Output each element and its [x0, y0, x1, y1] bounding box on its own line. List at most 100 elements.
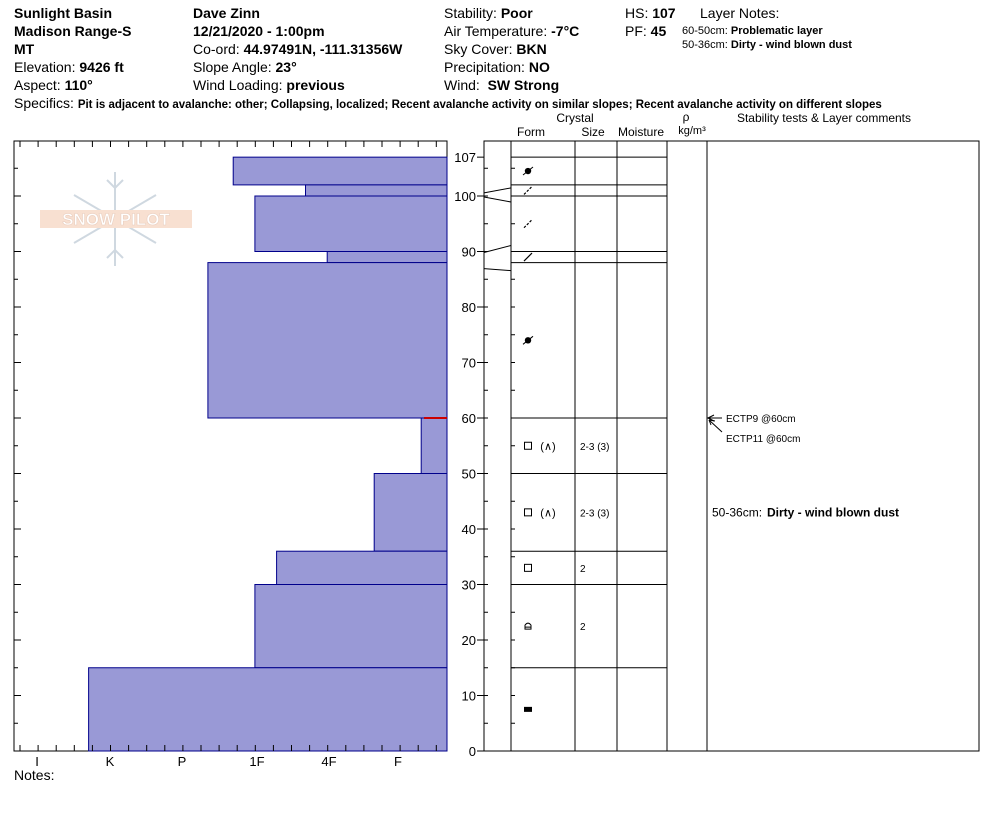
layer-comment-range: 50-36cm: — [712, 505, 762, 519]
decomposing-grain-icon — [523, 252, 533, 262]
faceted-grain-icon — [524, 563, 532, 572]
aspect-value: 110° — [64, 77, 93, 93]
stability-test-label: ECTP11 @60cm — [726, 434, 800, 445]
hardness-tick-label: 1F — [249, 754, 264, 769]
elevation-value: 9426 ft — [79, 59, 124, 75]
density-unit: kg/m³ — [678, 125, 706, 137]
aspect-label: Aspect: — [14, 77, 61, 93]
hardness-bar — [276, 550, 448, 586]
decomposing-grain-icon — [523, 186, 533, 195]
crystal-size: 2-3 (3) — [580, 442, 609, 453]
location-state: MT — [14, 41, 35, 57]
hardness-bar — [254, 584, 448, 669]
observer-name: Dave Zinn — [193, 5, 260, 21]
specifics-value: Pit is adjacent to avalanche: other; Col… — [77, 99, 882, 111]
layer-connector — [483, 187, 512, 194]
hardness-axis-ticks: I K P 1F 4F F — [14, 141, 437, 769]
faceted-grain-icon — [524, 441, 532, 450]
rounded-grain-icon-stroke — [522, 335, 534, 345]
observer-block: Dave Zinn 12/21/2020 - 1:00pm Co-ord: 44… — [193, 4, 402, 94]
conditions-block: Stability: Poor Air Temperature: -7°C Sk… — [444, 4, 579, 94]
layer-grid-frame — [483, 140, 980, 752]
depth-tick-label: 70 — [462, 356, 476, 371]
layer-connector — [483, 245, 512, 253]
layer-connector — [483, 268, 512, 272]
crystal-size: 2 — [580, 564, 586, 575]
depth-tick-label: 10 — [462, 689, 476, 704]
hardness-bar — [232, 156, 448, 186]
air-temp-label: Air Temperature: — [444, 23, 548, 39]
layer-notes-title: Layer Notes: — [700, 5, 780, 21]
hs-tick-label: 107 — [454, 150, 476, 165]
slope-label: Slope Angle: — [193, 59, 272, 75]
depth-tick-label: 90 — [462, 245, 476, 260]
coord-value: 44.97491N, -111.31356W — [243, 41, 403, 57]
crystal-forms: (∧) 2-3 (3) (∧) 2-3 (3) 2 2 — [522, 166, 609, 712]
faceted-rounding-icon — [524, 622, 532, 630]
stability-value: Poor — [500, 5, 533, 21]
depth-tick-label: 50 — [462, 467, 476, 482]
hardness-bar — [326, 251, 448, 264]
rounded-grain-icon-stroke — [522, 166, 534, 176]
hs-value: 107 — [652, 5, 676, 21]
wind-value: SW Strong — [487, 77, 560, 93]
crystal-size: 2 — [580, 622, 586, 633]
stability-label: Stability: — [444, 5, 497, 21]
faceted-grain-icon — [524, 508, 532, 517]
hardness-bar — [305, 184, 448, 197]
depth-tick-label: 20 — [462, 633, 476, 648]
specifics-line: Specifics: Pit is adjacent to avalanche:… — [14, 94, 882, 114]
logo-text: SNOW PILOT — [62, 210, 170, 229]
hardness-tick-label: P — [178, 754, 187, 769]
wind-label: Wind: — [444, 77, 480, 93]
hardness-tick-label: 4F — [321, 754, 336, 769]
sky-cover-value: BKN — [516, 41, 547, 57]
layer-grid — [483, 140, 980, 752]
moisture-header: Moisture — [618, 125, 664, 139]
depth-tick-label: 60 — [462, 411, 476, 426]
depth-tick-label: 100 — [454, 189, 476, 204]
depth-tick-label: 0 — [469, 744, 476, 759]
test-pointer — [708, 419, 723, 433]
depth-hoar-icon: (∧) — [540, 441, 555, 453]
form-header: Form — [517, 125, 545, 139]
sky-cover-label: Sky Cover: — [444, 41, 513, 57]
snowpilot-logo: SNOW PILOT — [40, 172, 192, 266]
obs-datetime: 12/21/2020 - 1:00pm — [193, 23, 325, 39]
layer-note-text: Problematic layer — [730, 25, 823, 37]
stability-header: Stability tests & Layer comments — [737, 111, 911, 125]
arrow-icon — [708, 419, 716, 426]
precip-label: Precipitation: — [444, 59, 525, 75]
size-header: Size — [581, 125, 605, 139]
wind-loading-label: Wind Loading: — [193, 77, 283, 93]
specifics-label: Specifics: — [14, 95, 74, 111]
hardness-tick-label: K — [106, 754, 115, 769]
location-block: Sunlight Basin Madison Range-S MT Elevat… — [14, 4, 131, 94]
hs-label: HS: — [625, 5, 649, 21]
stability-tests: ECTP9 @60cm ECTP11 @60cm 50-36cm: Dirty - w… — [707, 414, 899, 519]
hardness-profile-bars — [88, 156, 448, 752]
logo-band — [40, 210, 192, 228]
layer-note-range: 60-50cm: — [682, 25, 728, 37]
depth-hoar-icon: (∧) — [540, 507, 555, 519]
hardness-bar — [373, 473, 448, 552]
layer-notes-block: 60-50cm: Problematic layer 50-36cm: Dirt… — [682, 24, 852, 52]
layer-connector — [483, 196, 512, 203]
layer-boundaries — [483, 156, 667, 669]
layer-note-range: 50-36cm: — [682, 39, 728, 51]
depth-tick-label: 30 — [462, 578, 476, 593]
layer-comment-text: Dirty - wind blown dust — [767, 505, 899, 519]
precip-value: NO — [528, 59, 550, 75]
location-range: Madison Range-S — [14, 23, 132, 39]
wind-loading-value: previous — [286, 77, 345, 93]
depth-tick-label: 80 — [462, 300, 476, 315]
hardness-bar — [420, 417, 448, 474]
location-name: Sunlight Basin — [14, 5, 112, 21]
coord-label: Co-ord: — [193, 41, 240, 57]
hardness-tick-label: I — [35, 754, 39, 769]
pf-value: 45 — [650, 23, 667, 39]
depth-axis: 0 10 20 30 40 50 60 70 80 90 100 107 — [454, 150, 484, 759]
air-temp-value: -7°C — [551, 23, 580, 39]
layer-note-text: Dirty - wind blown dust — [730, 39, 852, 51]
